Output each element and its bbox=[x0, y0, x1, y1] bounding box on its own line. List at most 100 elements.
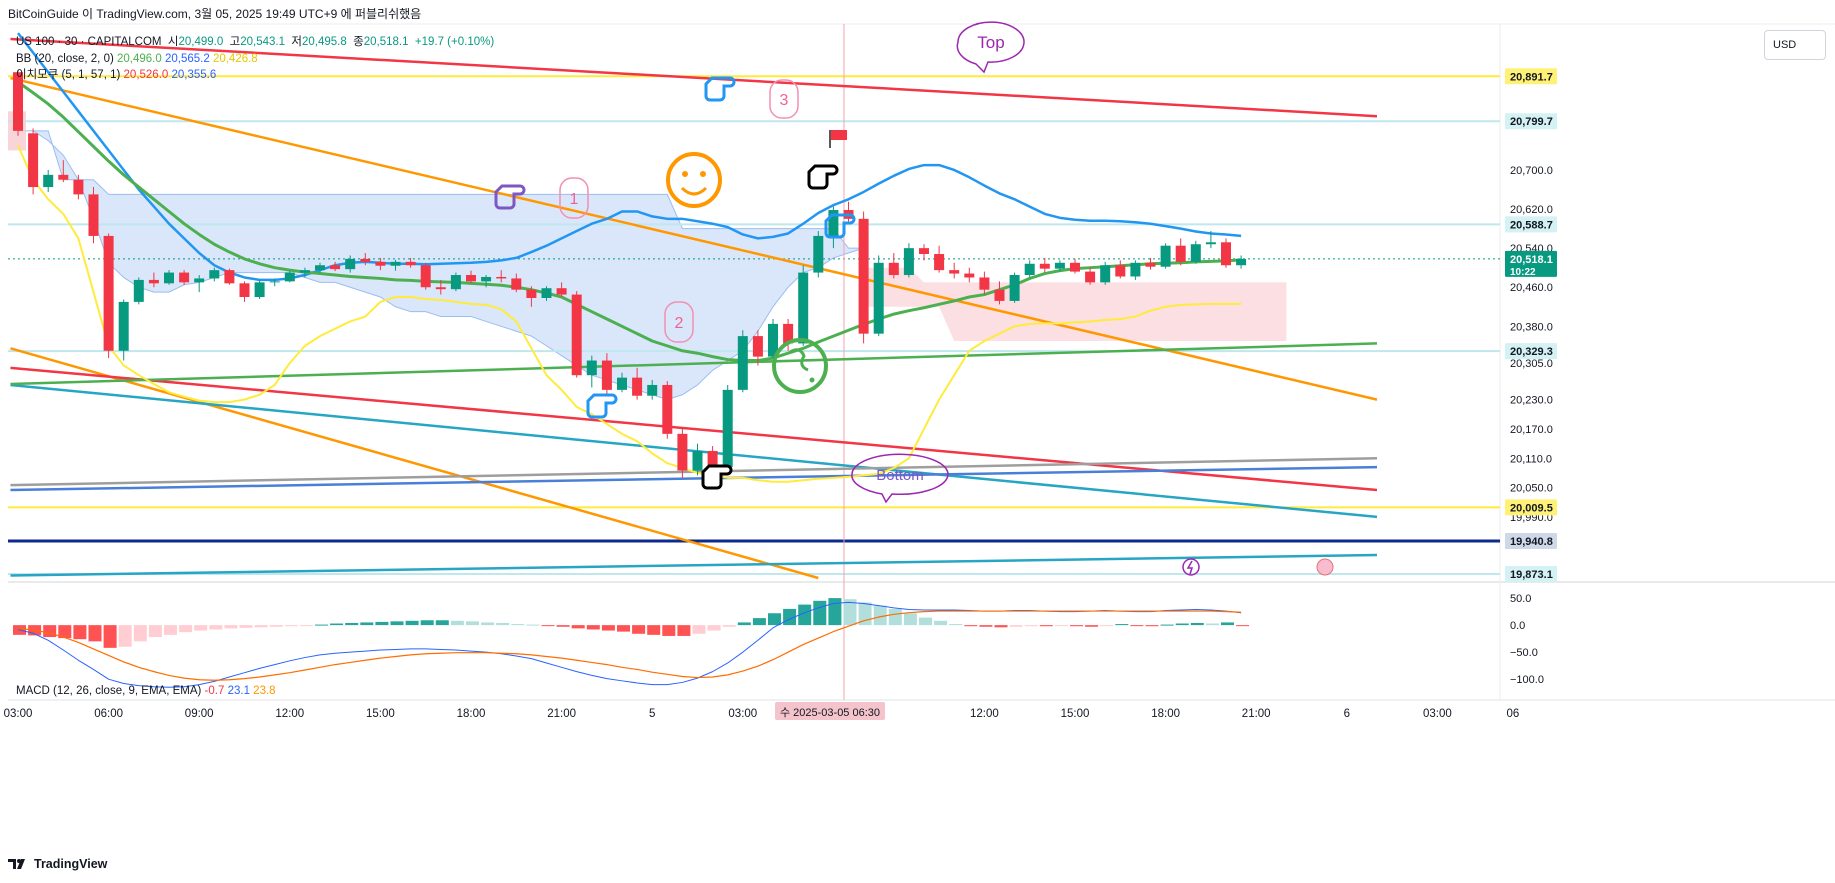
pointing-hand-black-icon bbox=[807, 164, 839, 190]
candle-body bbox=[1160, 245, 1171, 267]
macd-histogram-bar bbox=[994, 625, 1008, 628]
candle-body bbox=[1054, 262, 1065, 269]
candle bbox=[752, 330, 763, 366]
ichimoku-legend-row[interactable]: 이치모쿠 (5, 1, 57, 1) 20,526.0 20,355.6 bbox=[16, 67, 494, 84]
price-label: 19,873.1 bbox=[1510, 569, 1553, 581]
footer-brand[interactable]: TradingView bbox=[8, 857, 107, 871]
bb-lower-line bbox=[17, 145, 1242, 483]
close-value: 20,518.1 bbox=[363, 36, 409, 48]
candle-body bbox=[209, 270, 220, 279]
candle bbox=[632, 367, 643, 400]
candle bbox=[194, 275, 205, 293]
macd-histogram-bar bbox=[1100, 625, 1114, 627]
macd-histogram-bar bbox=[1115, 624, 1129, 626]
candle bbox=[133, 277, 144, 305]
candle-body bbox=[647, 384, 658, 396]
price-tick-label: 20,380.0 bbox=[1510, 321, 1553, 333]
note-3-label: 3 bbox=[780, 92, 789, 109]
candle-body bbox=[949, 270, 960, 274]
candle-body bbox=[586, 360, 597, 376]
price-label-bg bbox=[1505, 250, 1557, 277]
macd-histogram-bar bbox=[571, 625, 585, 629]
price-tick-label: 20,700.0 bbox=[1510, 165, 1553, 177]
macd-histogram-bar bbox=[481, 622, 495, 626]
macd-histogram-bar bbox=[934, 620, 948, 626]
candle-body bbox=[737, 336, 748, 390]
price-tick-label: 20,230.0 bbox=[1510, 395, 1553, 407]
price-tick-label: 20,170.0 bbox=[1510, 424, 1553, 436]
time-tick-label: 03:00 bbox=[1423, 708, 1452, 720]
macd-histogram-bar bbox=[586, 625, 600, 630]
macd-histogram-bar bbox=[450, 620, 464, 626]
symbol-label: US 100 · 30 · CAPITALCOM bbox=[16, 36, 162, 48]
bottom-callout-shape bbox=[851, 453, 949, 504]
candle-body bbox=[148, 279, 159, 284]
candle bbox=[375, 257, 386, 271]
candle bbox=[934, 245, 945, 273]
candle-body bbox=[752, 336, 763, 357]
crosshair-time-label: 수 2025-03-05 06:30 bbox=[780, 706, 880, 719]
candle bbox=[345, 255, 356, 273]
candle bbox=[722, 384, 733, 470]
candle-body bbox=[1190, 244, 1201, 262]
pointing-hand-purple-icon bbox=[494, 184, 526, 210]
indicator-legend: US 100 · 30 · CAPITALCOM 시20,499.0 고20,5… bbox=[16, 34, 494, 84]
macd-histogram-bar bbox=[209, 625, 223, 630]
candle-body bbox=[435, 287, 446, 290]
macd-histogram-bar bbox=[707, 625, 721, 631]
macd-histogram-bar bbox=[828, 598, 842, 626]
candle-body bbox=[556, 288, 567, 295]
macd-histogram-bar bbox=[677, 625, 691, 636]
macd-histogram-bar bbox=[1205, 623, 1219, 626]
candle bbox=[73, 174, 84, 200]
bb-legend-row[interactable]: BB (20, close, 2, 0) 20,496.0 20,565.2 2… bbox=[16, 51, 494, 68]
candle bbox=[768, 319, 778, 360]
candle-body bbox=[1221, 242, 1231, 266]
candle-body bbox=[722, 389, 733, 468]
symbol-ohlc-row[interactable]: US 100 · 30 · CAPITALCOM 시20,499.0 고20,5… bbox=[16, 36, 495, 48]
candle-body bbox=[828, 210, 839, 236]
macd-histogram-bar bbox=[949, 624, 963, 626]
green-face-mouth-icon bbox=[789, 348, 809, 372]
candle-body bbox=[1100, 265, 1111, 283]
candle-body bbox=[979, 277, 990, 290]
candle bbox=[888, 253, 899, 279]
candle-body bbox=[919, 248, 929, 255]
time-tick-label: 15:00 bbox=[366, 708, 395, 720]
macd-legend[interactable]: MACD (12, 26, close, 9, EMA, EMA) -0.7 2… bbox=[16, 685, 276, 697]
time-tick-label: 12:00 bbox=[970, 708, 999, 720]
candle-body bbox=[1070, 262, 1080, 272]
bb-lower-value: 20,426.8 bbox=[212, 52, 258, 65]
pointing-hand-blue-icon bbox=[824, 213, 856, 239]
note-1-shape bbox=[559, 177, 589, 219]
macd-histogram-bar bbox=[224, 625, 238, 629]
time-tick-label: 6 bbox=[1344, 708, 1350, 720]
price-tick-label: 20,050.0 bbox=[1510, 483, 1553, 495]
candle bbox=[88, 187, 99, 244]
macd-tick-label: −100.0 bbox=[1510, 674, 1544, 686]
candle-body bbox=[873, 262, 884, 334]
trend-line bbox=[10, 76, 1378, 401]
macd-signal-line bbox=[17, 610, 1242, 681]
candle bbox=[964, 267, 975, 283]
currency-button[interactable]: USD bbox=[1764, 30, 1826, 60]
time-tick-label: 09:00 bbox=[185, 708, 214, 720]
macd-histogram-bar bbox=[752, 618, 766, 626]
smiley-eye-left-icon bbox=[682, 171, 688, 177]
macd-histogram-bar bbox=[1236, 625, 1250, 627]
lightning-icon bbox=[1186, 560, 1194, 575]
macd-histogram-bar bbox=[798, 604, 812, 626]
smiley-mouth-icon bbox=[680, 186, 708, 196]
event-lightning-icon bbox=[1182, 558, 1200, 576]
ichimoku-value-2: 20,355.6 bbox=[171, 69, 217, 81]
macd-line-value: 23.1 bbox=[227, 685, 250, 697]
candle-body bbox=[768, 323, 778, 357]
macd-histogram-bar bbox=[1160, 624, 1174, 626]
candle bbox=[903, 243, 914, 278]
price-tick-label: 20,110.0 bbox=[1510, 453, 1552, 465]
smiley-eye-right-icon bbox=[700, 171, 706, 177]
macd-histogram-bar bbox=[299, 625, 313, 627]
candle bbox=[601, 353, 612, 395]
candle-body bbox=[133, 279, 144, 302]
